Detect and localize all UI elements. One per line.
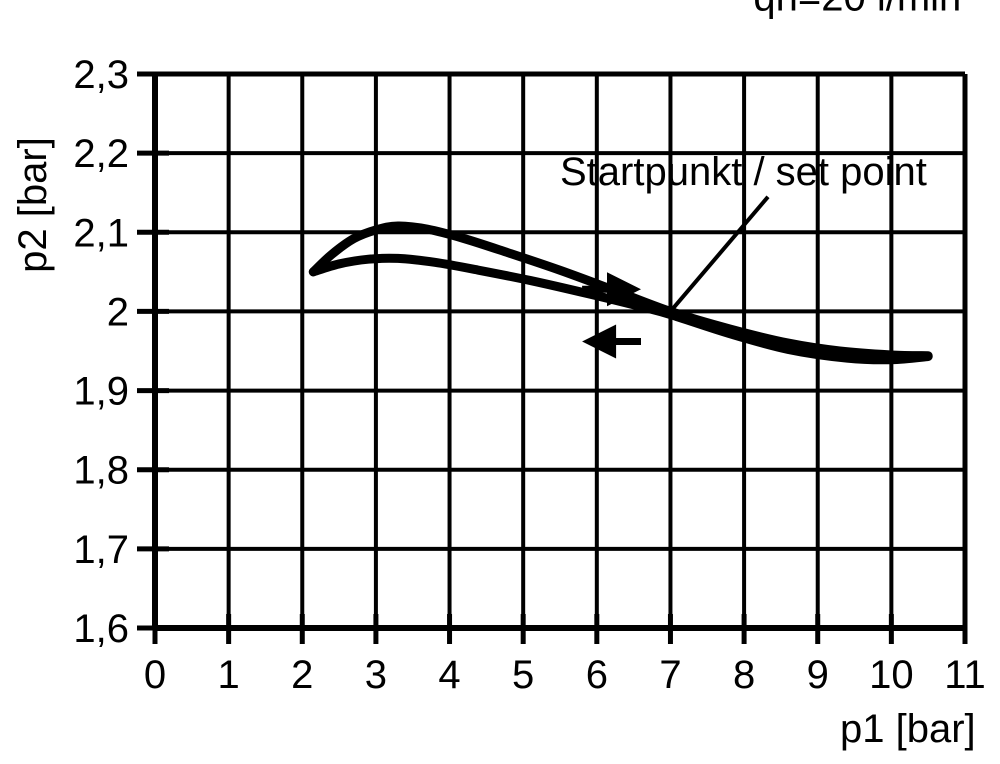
reverse-direction-arrow [582,324,641,359]
x-tick-label-7: 7 [659,653,681,697]
x-tick-label-3: 3 [365,653,387,697]
x-tick-label-9: 9 [807,653,829,697]
y-tick-label-1-7: 1,7 [73,528,129,572]
y-tick-label-2-2: 2,2 [73,132,129,176]
x-tick-label-0: 0 [144,653,166,697]
arrow-head [607,272,641,307]
y-tick-label-1-8: 1,8 [73,449,129,493]
series-line-lower-branch [308,253,933,365]
x-tick-label-5: 5 [512,653,534,697]
y-tick-label-2-1: 2,1 [73,211,129,255]
x-axis-title: p1 [bar] [840,707,976,751]
data-series-group [308,221,933,365]
y-axis-title: p2 [bar] [11,137,55,273]
x-tick-label-2: 2 [291,653,313,697]
forward-direction-arrow [582,272,641,307]
y-axis-tick-labels: 1,6 1,7 1,8 1,9 2 2,1 2,2 2,3 [73,53,129,651]
set-point-label: Startpunkt / set point [560,150,927,194]
x-tick-label-6: 6 [586,653,608,697]
x-tick-label-1: 1 [218,653,240,697]
x-axis-tick-labels: 0 1 2 3 4 5 6 7 8 9 10 11 [144,653,986,697]
leader-line [668,195,770,313]
x-tick-label-10: 10 [869,653,914,697]
x-tick-label-4: 4 [438,653,460,697]
x-tick-label-11: 11 [944,653,986,697]
annotation-layer: qn=20 l/min Startpunkt / set point [560,0,961,359]
y-tick-label-2-3: 2,3 [73,53,129,97]
flow-rate-note: qn=20 l/min [753,0,961,20]
x-tick-label-8: 8 [733,653,755,697]
y-tick-label-1-9: 1,9 [73,370,129,414]
series-line-upper-branch [308,221,933,361]
y-tick-label-1-6: 1,6 [73,607,129,651]
y-tick-label-2: 2 [107,290,129,334]
plot-frame [152,71,968,631]
arrow-head [582,324,617,359]
